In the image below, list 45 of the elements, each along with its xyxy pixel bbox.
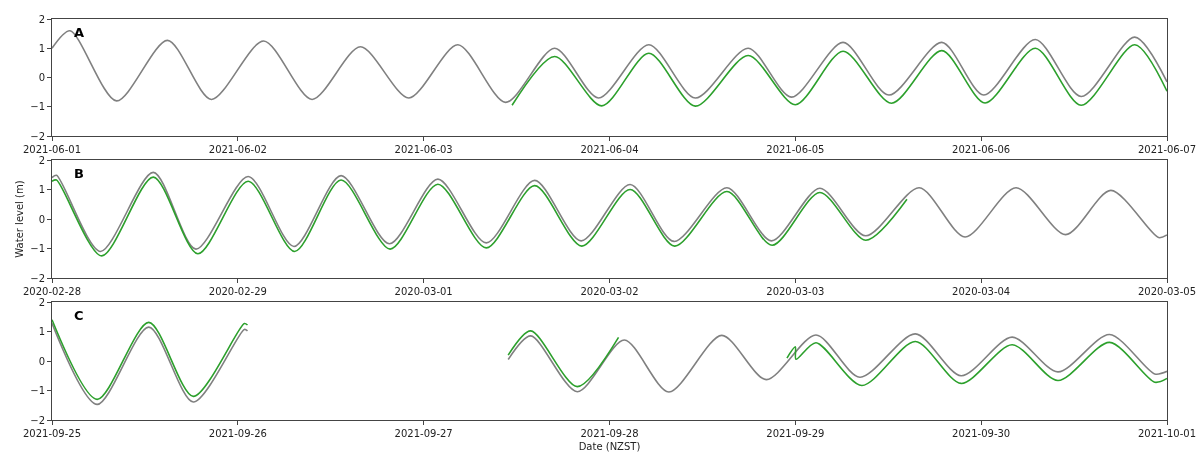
- x-tick-label: 2021-06-02: [208, 144, 267, 155]
- y-tick-label: 0: [38, 72, 45, 83]
- x-tick-label: 2021-09-25: [22, 428, 82, 439]
- x-tick-label: 2021-06-04: [580, 144, 639, 155]
- y-tick-label: −1: [30, 385, 45, 396]
- y-axis-title: Water level (m): [14, 180, 26, 258]
- line-series: [52, 171, 1167, 253]
- x-tick-label: 2021-06-07: [1137, 144, 1197, 155]
- x-tick-label: 2021-06-03: [394, 144, 453, 155]
- y-tick-label: −2: [30, 272, 45, 284]
- annotation: B: [74, 166, 84, 181]
- x-tick-label: 2020-02-28: [22, 286, 82, 297]
- line-series: [52, 29, 1167, 104]
- y-tick-label: −2: [30, 414, 45, 426]
- y-tick-label: 2: [38, 296, 45, 308]
- x-axis-title: Date (NZST): [578, 440, 641, 452]
- x-tick-label: 2020-03-01: [394, 286, 453, 297]
- x-tick-label: 2021-09-28: [580, 428, 639, 439]
- x-tick-label: 2021-10-01: [1137, 428, 1197, 439]
- x-tick-label: 2020-03-03: [766, 286, 825, 297]
- x-tick-label: 2021-09-30: [952, 428, 1011, 439]
- annotation: A: [74, 25, 85, 40]
- line-series: [52, 176, 908, 257]
- line-series: [511, 43, 1167, 107]
- x-tick-label: 2021-09-26: [208, 428, 267, 439]
- x-tick-label: 2020-03-04: [952, 286, 1011, 297]
- y-tick-label: 1: [38, 42, 45, 54]
- y-tick-label: 1: [38, 184, 45, 195]
- y-tick-label: 0: [38, 355, 45, 367]
- x-tick-label: 2020-02-29: [208, 286, 267, 297]
- annotation: C: [74, 308, 84, 323]
- y-tick-label: −1: [30, 101, 45, 113]
- x-tick-label: 2021-06-05: [766, 144, 825, 155]
- x-tick-label: 2021-06-06: [952, 144, 1011, 155]
- x-tick-label: 2020-03-02: [580, 286, 639, 297]
- y-tick-label: −2: [30, 130, 45, 142]
- y-tick-label: 1: [38, 326, 45, 337]
- x-tick-label: 2021-09-27: [394, 428, 453, 439]
- x-tick-label: 2020-03-05: [1137, 286, 1197, 297]
- y-tick-label: −1: [30, 243, 45, 254]
- x-tick-label: 2021-09-29: [766, 428, 825, 439]
- y-tick-label: 0: [38, 213, 45, 225]
- x-tick-label: 2021-06-01: [22, 144, 82, 155]
- y-tick-label: 2: [38, 154, 45, 166]
- y-tick-label: 2: [38, 13, 45, 25]
